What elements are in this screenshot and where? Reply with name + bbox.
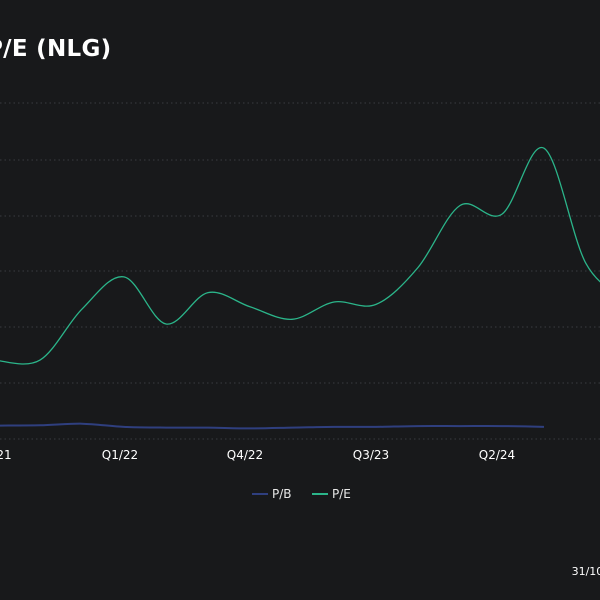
x-tick-label: 21 [0,448,12,462]
date-text: 31/10/2 [571,565,600,578]
x-tick-label: Q1/22 [102,448,138,462]
chart-title: P/E (NLG) [0,36,112,62]
x-tick-label: Q4/22 [227,448,263,462]
x-tick-label: Q3/23 [353,448,389,462]
series-line-pe [0,147,600,365]
legend-label: P/B [272,487,292,501]
legend: P/B P/E [252,487,351,501]
legend-label: P/E [332,487,351,501]
series-line-pb [0,422,545,430]
x-axis-ticks: 21 Q1/22 Q4/22 Q3/23 Q2/24 [0,448,515,462]
series-group [0,147,600,430]
x-tick-label: Q2/24 [479,448,515,462]
grid-lines [0,102,600,440]
